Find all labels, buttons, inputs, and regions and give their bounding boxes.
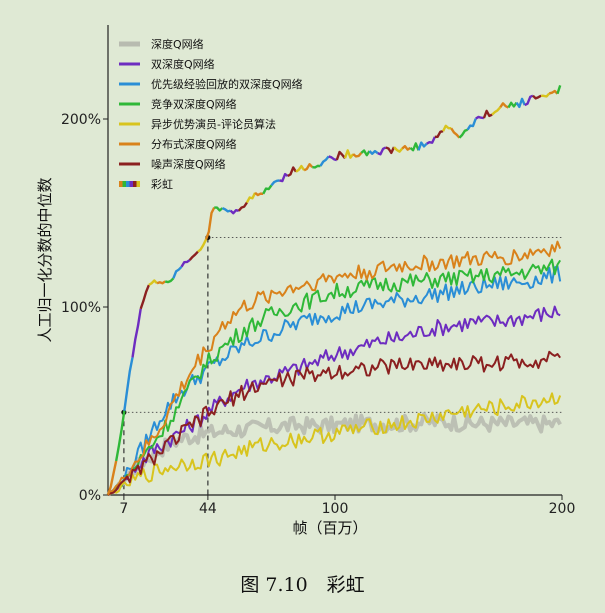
series-rainbow-segment — [343, 149, 355, 159]
series-rainbow-segment — [417, 141, 428, 151]
series-rainbow-segment — [303, 163, 314, 172]
legend-label: 异步优势演员-评论员算法 — [151, 117, 276, 131]
series-rainbow-segment — [548, 89, 559, 95]
series-line-5 — [107, 240, 562, 496]
y-axis-label: 人工归一化分数的中位数 — [36, 177, 54, 342]
series-rainbow-segment — [368, 149, 379, 155]
series-line-4 — [107, 392, 562, 496]
series-rainbow-segment — [237, 201, 248, 212]
series-rainbow-segment — [532, 94, 542, 100]
x-tick-label: 44 — [199, 501, 217, 517]
x-tick-label: 7 — [119, 501, 128, 517]
legend-label: 深度Q网络 — [151, 37, 204, 51]
series-rainbow-segment — [360, 149, 371, 157]
series-rainbow-segment — [287, 166, 297, 178]
legend-swatch-rainbow — [133, 181, 137, 187]
series-rainbow-segment — [312, 164, 321, 169]
series-rainbow-segment — [139, 284, 150, 310]
legend-label: 竞争双深度Q网络 — [151, 97, 237, 111]
series-rainbow-segment — [319, 155, 330, 167]
series-rainbow-segment — [385, 146, 396, 155]
series-rainbow-segment — [466, 118, 477, 131]
series-rainbow-segment — [434, 130, 444, 139]
legend-label: 双深度Q网络 — [151, 57, 215, 71]
series-line-6 — [107, 350, 561, 496]
series-rainbow-segment — [131, 308, 142, 358]
series-rainbow-segment — [441, 124, 452, 132]
series-rainbow-segment — [204, 207, 216, 240]
x-tick-label: 100 — [322, 501, 349, 517]
series-rainbow-segment — [401, 144, 412, 151]
series-rainbow-segment — [114, 410, 126, 462]
series-rainbow-segment — [352, 152, 363, 158]
series-rainbow-segment — [482, 109, 493, 119]
series-rainbow-segment — [245, 192, 257, 204]
series-rainbow-segment — [541, 92, 551, 98]
series-line-3 — [107, 258, 562, 496]
series-rainbow-segment — [123, 357, 134, 411]
series-line-1 — [107, 305, 561, 496]
series-rainbow-segment — [393, 146, 404, 153]
series-rainbow-segment — [458, 128, 469, 139]
series-rainbow-segment — [491, 106, 502, 116]
series-rainbow-segment — [507, 101, 518, 109]
legend-swatch-rainbow — [122, 181, 126, 187]
series-rainbow-segment — [450, 127, 461, 139]
figure-caption: 图 7.10 彩虹 — [240, 574, 365, 596]
series-rainbow-segment — [180, 259, 191, 268]
series-rainbow-segment — [148, 279, 158, 287]
series-rainbow-segment — [499, 102, 509, 109]
chart: 7 44 100 200 0% 100% 200% 深度Q网络双深度Q网络优先级经验回放的双… — [36, 25, 575, 537]
series-rainbow-segment — [524, 94, 534, 107]
series-rainbow-segment — [515, 97, 526, 109]
y-tick-label: 0% — [79, 488, 101, 504]
series-rainbow-segment — [221, 207, 231, 213]
series-rainbow-segment — [426, 136, 436, 145]
series-rainbow-segment — [556, 85, 562, 95]
series-rainbow-segment — [328, 155, 338, 162]
series-rainbow-segment — [188, 250, 199, 261]
series-rainbow-segment — [279, 172, 289, 183]
x-tick-label: 200 — [549, 501, 576, 517]
x-axis-label: 帧（百万） — [292, 519, 367, 537]
series-rainbow-segment — [377, 146, 387, 156]
series-rainbow-segment — [335, 150, 346, 161]
legend-label: 彩虹 — [151, 178, 173, 191]
legend-label: 分布式深度Q网络 — [151, 137, 237, 151]
series-rainbow-segment — [164, 277, 175, 284]
series-line-0 — [106, 412, 562, 497]
axes: 7 44 100 200 0% 100% 200% — [61, 25, 575, 517]
legend-label: 噪声深度Q网络 — [151, 157, 226, 171]
series-rainbow-segment — [270, 179, 280, 187]
series-rainbow-segment — [106, 460, 118, 496]
axis-labels: 帧（百万） 人工归一化分数的中位数 — [36, 177, 368, 537]
series-rainbow-segment — [254, 191, 264, 197]
series-rainbow-segment — [229, 208, 240, 215]
series-rainbow-segment — [214, 206, 224, 212]
legend: 深度Q网络双深度Q网络优先级经验回放的双深度Q网络竞争双深度Q网络异步优势演员-… — [119, 37, 303, 191]
legend-swatch-rainbow — [136, 181, 140, 187]
series-line-2 — [107, 265, 562, 496]
legend-label: 优先级经验回放的双深度Q网络 — [151, 77, 303, 91]
series-rainbow-segment — [409, 142, 420, 152]
series-rainbow-segment — [172, 265, 183, 279]
series-rainbow-segment — [295, 164, 306, 173]
legend-swatch-rainbow — [119, 181, 123, 187]
legend-swatch-rainbow — [129, 181, 133, 187]
series-rainbow-segment — [262, 184, 273, 195]
series-rainbow-segment — [475, 115, 485, 120]
series-rainbow-segment — [156, 280, 166, 285]
y-tick-label: 100% — [61, 300, 101, 316]
series-rainbow-segment — [197, 238, 208, 253]
legend-swatch-rainbow — [126, 181, 130, 187]
y-tick-label: 200% — [61, 112, 101, 128]
series-lines — [106, 85, 562, 497]
